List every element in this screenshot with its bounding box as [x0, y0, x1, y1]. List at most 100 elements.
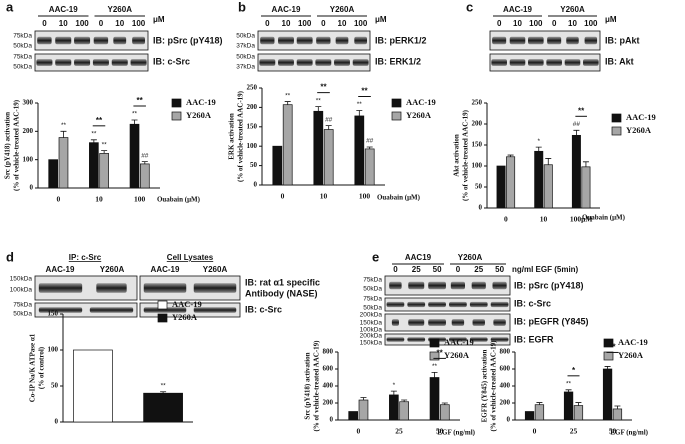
ib-label: IB: EGFR	[514, 334, 554, 344]
blot-frame	[34, 30, 149, 51]
ib-label: IB: pERK1/2	[375, 35, 427, 45]
blot-band	[38, 283, 83, 293]
blot-band	[584, 36, 598, 45]
y-tick-label: 400	[323, 382, 334, 390]
legend-label: Y260A	[186, 110, 212, 120]
error-bar	[360, 397, 367, 401]
ib-label: IB: Akt	[605, 56, 634, 66]
mw-label: 150kDa	[10, 276, 33, 283]
x-tick-label: 10	[320, 192, 328, 201]
x-tick-label: 100μM	[570, 215, 593, 224]
legend-label: Y260A	[618, 350, 644, 360]
blot-band	[96, 283, 127, 293]
bar	[429, 377, 440, 421]
lane-label: 0	[456, 265, 461, 274]
significance-marker: **	[132, 111, 138, 118]
significance-marker: **	[285, 92, 291, 99]
bracket-label: **	[96, 116, 103, 125]
lane-label: 10	[59, 19, 68, 28]
blot-band	[566, 36, 579, 45]
mw-label: 75kDa	[363, 296, 382, 303]
bar	[571, 134, 581, 209]
bar	[99, 153, 109, 189]
y-tick-label: 200	[23, 127, 34, 135]
blot-frame	[384, 333, 511, 346]
x-tick-label: 50	[609, 427, 617, 436]
blot-band	[509, 59, 526, 66]
mw-label: 50kDa	[363, 286, 382, 293]
legend-label: AAC-19	[186, 97, 216, 107]
blot-band	[111, 59, 128, 66]
blot-band	[528, 36, 544, 45]
x-tick-label: 0	[281, 192, 285, 201]
ib-label: IB: pEGFR (Y845)	[514, 316, 589, 326]
y-tick-label: 0	[507, 416, 511, 424]
group-label: Y260A	[108, 5, 133, 14]
blot-band	[493, 319, 506, 326]
significance-marker: **	[566, 381, 572, 388]
legend-swatch	[171, 111, 182, 121]
unit-label: μM	[153, 15, 165, 24]
error-bar	[141, 161, 148, 164]
bracket-label: **	[578, 106, 585, 115]
blot-band	[583, 59, 599, 66]
lane-label: 100	[529, 19, 543, 28]
error-bar	[366, 146, 373, 149]
blot-band	[55, 59, 72, 66]
significance-marker: **	[102, 141, 108, 148]
lane-label: 10	[282, 19, 291, 28]
mw-label: 50kDa	[13, 43, 32, 50]
bar	[323, 129, 334, 186]
group-label: AAC-19	[503, 5, 532, 14]
legend-label: AAC-19	[618, 337, 648, 347]
blot-band	[296, 59, 313, 66]
x-axis-label: EGF (ng/ml)	[610, 429, 648, 437]
lane-label: 100	[132, 19, 146, 28]
legend-label: AAC-19	[444, 337, 474, 347]
lane-label: 0	[393, 265, 398, 274]
mw-label: 200kDa	[360, 333, 383, 340]
header-label: Cell Lysates	[167, 253, 214, 262]
lane-label: 50	[495, 265, 504, 274]
error-bar	[101, 150, 108, 154]
group-label: AAC-19	[272, 5, 301, 14]
bar	[89, 142, 99, 189]
lane-label: 0	[42, 19, 47, 28]
x-tick-label: 100	[359, 192, 371, 201]
blot-band	[37, 36, 52, 45]
significance-marker: ##	[325, 116, 333, 123]
bracket-label: **	[137, 96, 144, 105]
error-bar	[604, 366, 611, 369]
panel-label: b	[238, 0, 246, 14]
ib-label: Antibody (NASE)	[245, 288, 318, 298]
error-bar	[545, 158, 552, 165]
bar	[543, 164, 553, 209]
y-axis-label: (% of control)	[38, 346, 46, 389]
y-tick-label: 0	[254, 181, 258, 189]
lane-label: 100	[298, 19, 312, 28]
error-bar	[507, 154, 514, 157]
blot-band	[36, 59, 53, 66]
bar	[581, 166, 591, 209]
bar	[358, 399, 369, 421]
y-tick-label: 200	[472, 120, 483, 128]
blot-frame	[34, 53, 149, 72]
blot-band	[143, 283, 187, 293]
legend-label: Y260A	[444, 350, 470, 360]
bar	[496, 165, 506, 209]
blot-frame	[257, 30, 371, 51]
blot-frame	[384, 313, 511, 332]
bar	[282, 104, 293, 186]
blot-band	[93, 36, 109, 45]
bar	[389, 394, 399, 421]
unit-label: μM	[375, 15, 387, 24]
blot-band	[564, 59, 581, 66]
blot-band	[408, 281, 425, 290]
panel-label: d	[6, 249, 14, 264]
mw-label: 75kDa	[363, 277, 382, 284]
blot-band	[386, 301, 405, 308]
blot-band	[315, 59, 332, 66]
bar	[58, 137, 69, 189]
blot-band	[450, 281, 465, 290]
